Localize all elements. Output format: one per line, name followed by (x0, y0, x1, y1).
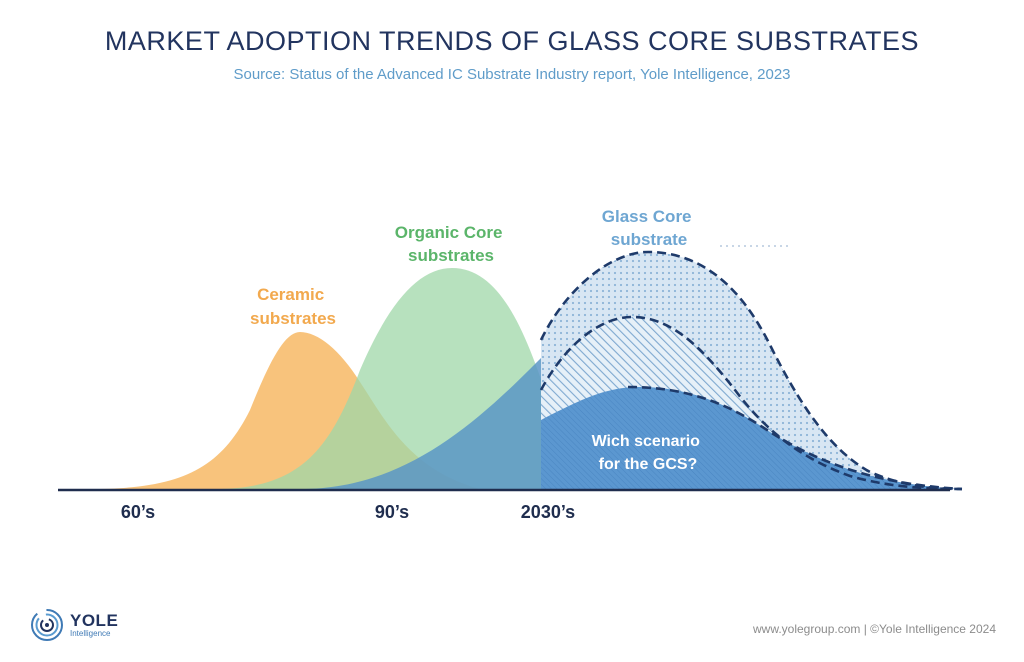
glass-area-rise (300, 358, 541, 489)
chart-subtitle: Source: Status of the Advanced IC Substr… (233, 66, 791, 83)
scenario-annotation-line1: Wich scenario (592, 433, 701, 450)
glass-scenario-low-line (627, 385, 963, 491)
series-label-organic: Organic Core substrates (395, 223, 507, 265)
series-label-ceramic-line2: substrates (250, 309, 336, 328)
glass-scenario-mid-line (539, 315, 963, 491)
x-tick-60s: 60’s (121, 502, 155, 522)
series-label-glass-line1: Glass Core (602, 207, 692, 226)
chart-title: MARKET ADOPTION TRENDS OF GLASS CORE SUB… (104, 26, 920, 56)
series-label-glass-line2: substrate (611, 230, 688, 249)
adoption-chart: Ceramic substrates Organic Core substrat… (58, 207, 963, 522)
series-label-glass: Glass Core substrate (602, 207, 697, 249)
series-label-ceramic-line1: Ceramic (257, 285, 324, 304)
x-tick-90s: 90’s (375, 502, 409, 522)
yole-swirl-icon (31, 609, 63, 641)
yole-logo: YOLE Intelligence (30, 608, 118, 642)
scenario-annotation-line2: for the GCS? (599, 456, 698, 473)
glass-scenario-high-line (539, 250, 963, 491)
series-label-organic-line2: substrates (408, 246, 494, 265)
series-label-ceramic: Ceramic substrates (250, 285, 336, 328)
scenario-annotation: Wich scenario for the GCS? (592, 433, 705, 473)
logo-name: YOLE (70, 611, 119, 630)
footer-credit: www.yolegroup.com | ©Yole Intelligence 2… (753, 622, 996, 636)
x-tick-2030s: 2030’s (521, 502, 575, 522)
glass-scenario-low-area (541, 387, 960, 489)
series-label-organic-line1: Organic Core (395, 223, 503, 242)
logo-sub: Intelligence (70, 629, 111, 638)
